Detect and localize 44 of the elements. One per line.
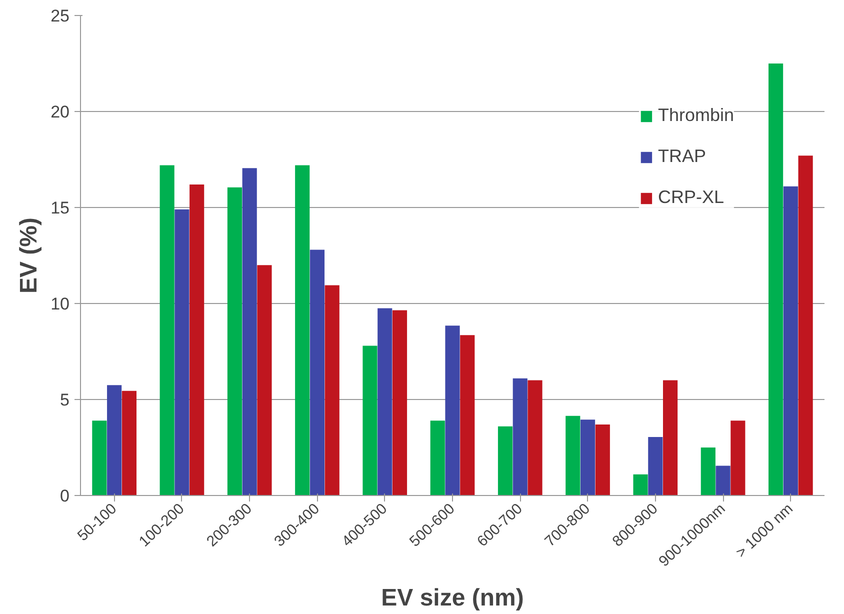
x-axis-title: EV size (nm) (381, 584, 524, 612)
bar (430, 420, 445, 496)
bar (362, 346, 378, 496)
bar (122, 390, 136, 496)
legend-label: Thrombin (658, 105, 734, 126)
bar (257, 265, 272, 496)
bar (700, 448, 716, 496)
y-tick-label: 25 (50, 6, 70, 26)
y-tick-label: 20 (50, 102, 70, 122)
bar (595, 424, 610, 496)
bar (716, 466, 730, 496)
bar (633, 474, 648, 496)
bar (174, 209, 190, 496)
y-tick-label: 15 (50, 198, 70, 218)
bar (460, 335, 475, 496)
bar (242, 168, 257, 496)
bar (730, 420, 746, 496)
bar (392, 310, 408, 496)
y-axis-title: EV (%) (16, 217, 43, 294)
bar (528, 380, 542, 496)
bar (378, 308, 392, 496)
bar (663, 380, 678, 496)
bar (783, 186, 798, 496)
legend-label: TRAP (658, 146, 706, 167)
bar (512, 378, 528, 496)
y-tick-label: 0 (60, 486, 70, 506)
bar (92, 420, 107, 496)
bar (445, 326, 460, 496)
bar (227, 187, 242, 496)
y-tick-label: 5 (60, 390, 70, 410)
bar (295, 165, 310, 496)
bar (580, 420, 596, 496)
bar (768, 64, 784, 496)
bar (310, 250, 325, 496)
bar (566, 416, 580, 496)
bar (107, 385, 122, 496)
bar (190, 184, 204, 496)
y-tick-label: 10 (50, 294, 70, 314)
bar (648, 436, 663, 496)
bar (160, 165, 174, 496)
bar (498, 426, 513, 496)
legend-label: CRP-XL (658, 187, 724, 208)
bar (324, 285, 340, 496)
bar (798, 156, 813, 496)
